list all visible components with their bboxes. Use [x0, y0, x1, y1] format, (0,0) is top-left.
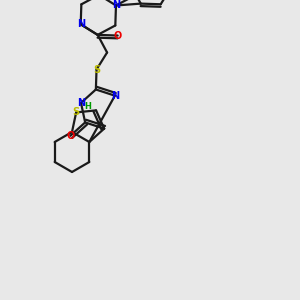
Text: H: H — [85, 102, 92, 111]
Text: N: N — [112, 1, 120, 10]
Text: S: S — [73, 107, 80, 117]
Text: N: N — [111, 91, 119, 101]
Text: S: S — [93, 64, 100, 74]
Text: O: O — [113, 31, 122, 40]
Text: N: N — [76, 19, 85, 29]
Text: O: O — [66, 131, 74, 141]
Text: N: N — [77, 98, 85, 108]
